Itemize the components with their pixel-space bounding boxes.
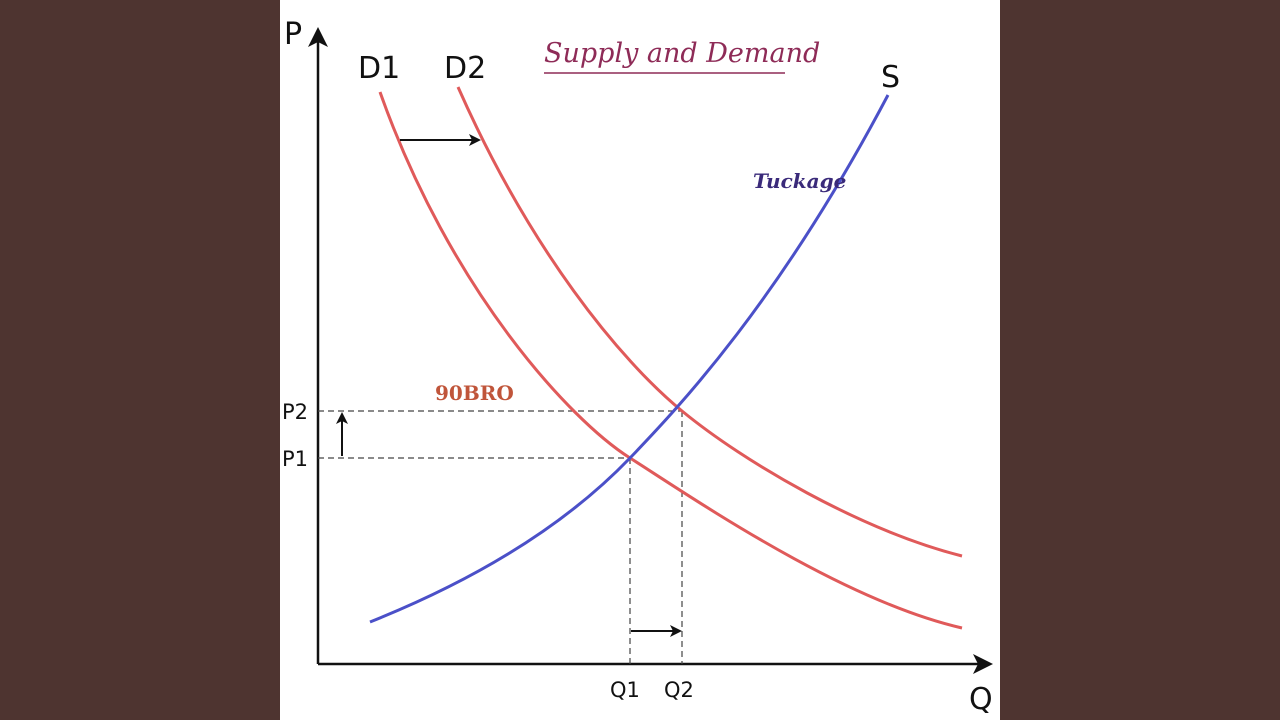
supply-demand-diagram: Supply and Demand P Q D1 D2 S (282, 17, 993, 717)
p2-label: P2 (282, 400, 308, 424)
p1-label: P1 (282, 447, 308, 471)
supply-curve (369, 94, 890, 624)
d1-label: D1 (358, 51, 400, 86)
d2-label: D2 (444, 51, 486, 86)
watermark-red: 90BRO (435, 381, 514, 405)
q1-label: Q1 (610, 678, 640, 702)
q2-label: Q2 (664, 678, 694, 702)
diagram-card: Supply and Demand P Q D1 D2 S (280, 0, 1000, 720)
y-axis-label: P (284, 17, 302, 52)
diagram-title: Supply and Demand (544, 38, 820, 69)
x-axis-label: Q (969, 682, 993, 717)
s-label: S (881, 60, 900, 95)
demand-curve-d2 (456, 86, 963, 558)
watermark-blue: Tuckage (753, 169, 846, 193)
demand-curve-d1 (378, 91, 963, 630)
